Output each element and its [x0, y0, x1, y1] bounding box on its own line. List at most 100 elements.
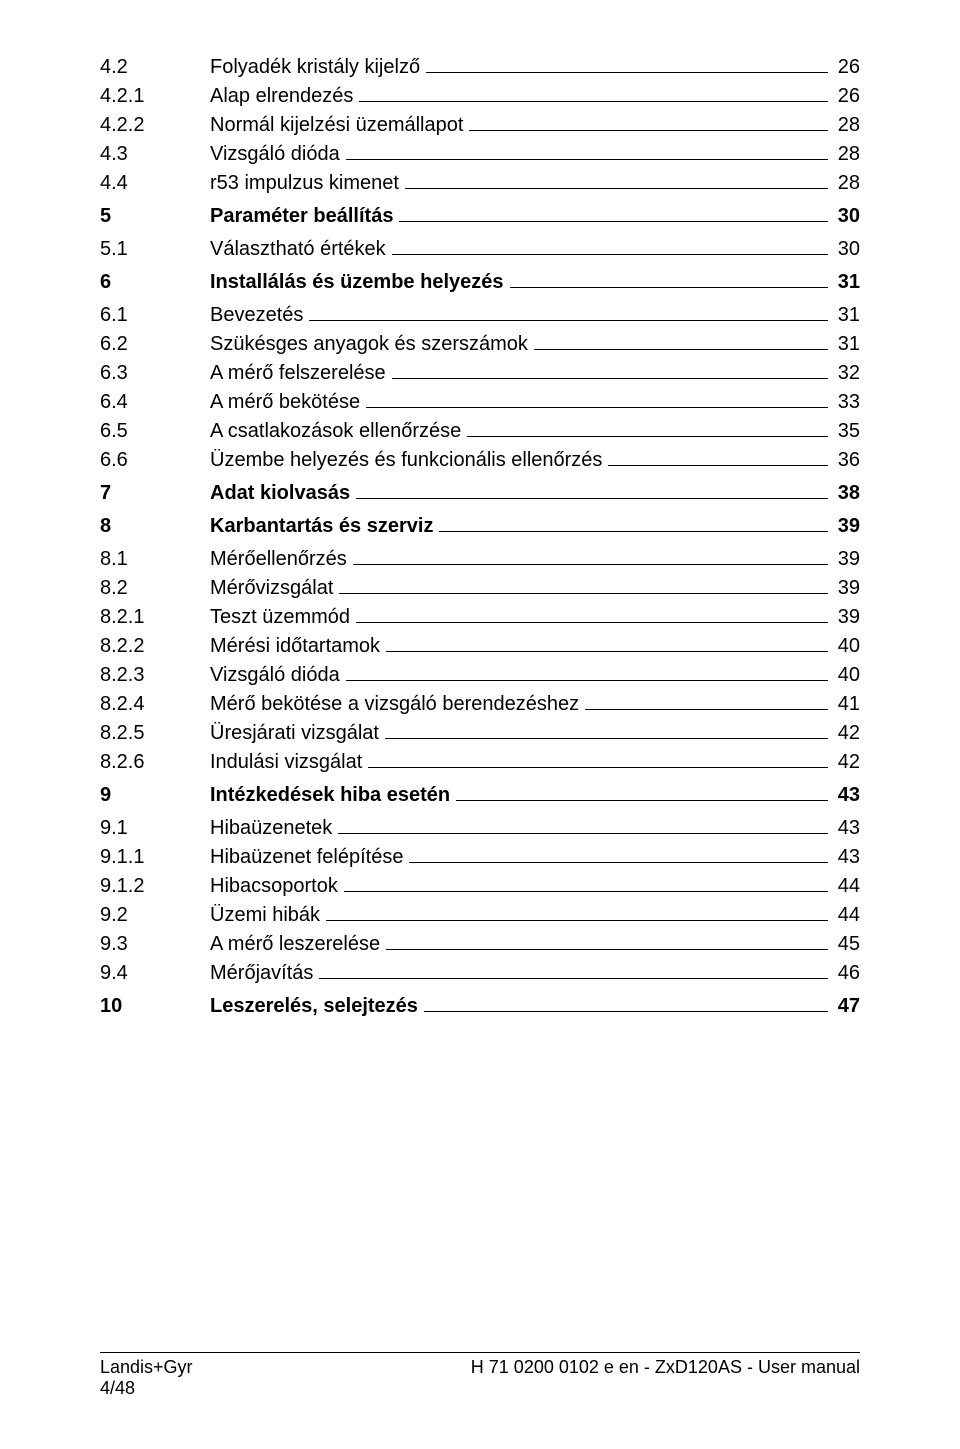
toc-leader-line	[585, 709, 828, 710]
footer-company: Landis+Gyr	[100, 1357, 193, 1378]
toc-number: 8.2.1	[100, 606, 210, 629]
toc-number: 6.5	[100, 420, 210, 443]
toc-row: 5Paraméter beállítás30	[100, 205, 860, 228]
toc-row: 6.2Szükésges anyagok és szerszámok31	[100, 333, 860, 356]
toc-title: Üresjárati vizsgálat	[210, 722, 379, 745]
toc-title: r53 impulzus kimenet	[210, 172, 399, 195]
toc-title-wrap: Üzembe helyezés és funkcionális ellenőrz…	[210, 449, 832, 472]
toc-page: 32	[832, 362, 860, 385]
table-of-contents: 4.2Folyadék kristály kijelző26 4.2.1Alap …	[0, 0, 960, 1018]
toc-title: Mérőellenőrzés	[210, 548, 347, 571]
toc-title: Mérő bekötése a vizsgáló berendezéshez	[210, 693, 579, 716]
toc-title-wrap: Vizsgáló dióda	[210, 664, 832, 687]
toc-leader-line	[356, 498, 828, 499]
toc-title: Hibacsoportok	[210, 875, 338, 898]
toc-number: 9.1.1	[100, 846, 210, 869]
toc-title-wrap: Leszerelés, selejtezés	[210, 995, 832, 1018]
toc-number: 10	[100, 995, 210, 1018]
toc-row: 9.1.2Hibacsoportok44	[100, 875, 860, 898]
toc-page: 39	[832, 515, 860, 538]
toc-leader-line	[346, 680, 828, 681]
toc-page: 33	[832, 391, 860, 414]
toc-leader-line	[424, 1011, 828, 1012]
toc-row: 9Intézkedések hiba esetén43	[100, 784, 860, 807]
toc-leader-line	[608, 465, 827, 466]
toc-leader-line	[344, 891, 828, 892]
toc-row: 8.2Mérővizsgálat39	[100, 577, 860, 600]
toc-number: 6	[100, 271, 210, 294]
toc-leader-line	[386, 651, 828, 652]
toc-row: 8.2.1Teszt üzemmód39	[100, 606, 860, 629]
toc-title: Teszt üzemmód	[210, 606, 350, 629]
toc-page: 46	[832, 962, 860, 985]
toc-number: 8.2.4	[100, 693, 210, 716]
toc-number: 8.2.6	[100, 751, 210, 774]
toc-number: 4.4	[100, 172, 210, 195]
toc-page: 39	[832, 548, 860, 571]
toc-leader-line	[467, 436, 828, 437]
toc-number: 8.2.2	[100, 635, 210, 658]
toc-number: 4.3	[100, 143, 210, 166]
toc-title: Vizsgáló dióda	[210, 664, 340, 687]
toc-title: Hibaüzenet felépítése	[210, 846, 403, 869]
toc-row: 7Adat kiolvasás38	[100, 482, 860, 505]
toc-page: 30	[832, 238, 860, 261]
toc-number: 8.2	[100, 577, 210, 600]
toc-row: 8.1Mérőellenőrzés39	[100, 548, 860, 571]
toc-page: 31	[832, 271, 860, 294]
toc-row: 9.4Mérőjavítás46	[100, 962, 860, 985]
toc-title: Karbantartás és szerviz	[210, 515, 433, 538]
toc-leader-line	[469, 130, 827, 131]
toc-page: 26	[832, 85, 860, 108]
toc-row: 4.2Folyadék kristály kijelző26	[100, 56, 860, 79]
toc-title-wrap: Normál kijelzési üzemállapot	[210, 114, 832, 137]
toc-number: 4.2.2	[100, 114, 210, 137]
toc-number: 9.3	[100, 933, 210, 956]
toc-title: Választható értékek	[210, 238, 386, 261]
toc-leader-line	[510, 287, 828, 288]
toc-title-wrap: Mérővizsgálat	[210, 577, 832, 600]
toc-title: Indulási vizsgálat	[210, 751, 362, 774]
toc-number: 4.2	[100, 56, 210, 79]
toc-title-wrap: Intézkedések hiba esetén	[210, 784, 832, 807]
toc-leader-line	[353, 564, 828, 565]
toc-title-wrap: Mérőjavítás	[210, 962, 832, 985]
toc-leader-line	[456, 800, 828, 801]
toc-leader-line	[346, 159, 828, 160]
toc-title-wrap: Indulási vizsgálat	[210, 751, 832, 774]
toc-number: 9.4	[100, 962, 210, 985]
toc-row: 6.6Üzembe helyezés és funkcionális ellen…	[100, 449, 860, 472]
toc-title: Mérési időtartamok	[210, 635, 380, 658]
toc-row: 9.2Üzemi hibák44	[100, 904, 860, 927]
toc-leader-line	[439, 531, 827, 532]
toc-title: Installálás és üzembe helyezés	[210, 271, 504, 294]
toc-leader-line	[359, 101, 827, 102]
toc-page: 43	[832, 784, 860, 807]
toc-title-wrap: Installálás és üzembe helyezés	[210, 271, 832, 294]
toc-leader-line	[405, 188, 828, 189]
toc-page: 28	[832, 143, 860, 166]
toc-row: 8Karbantartás és szerviz 39	[100, 515, 860, 538]
toc-row: 4.2.1Alap elrendezés26	[100, 85, 860, 108]
toc-row: 8.2.6Indulási vizsgálat42	[100, 751, 860, 774]
toc-title-wrap: Paraméter beállítás	[210, 205, 832, 228]
toc-leader-line	[356, 622, 828, 623]
toc-title-wrap: A csatlakozások ellenőrzése	[210, 420, 832, 443]
toc-page: 40	[832, 635, 860, 658]
toc-title: Adat kiolvasás	[210, 482, 350, 505]
toc-title: Szükésges anyagok és szerszámok	[210, 333, 528, 356]
toc-leader-line	[366, 407, 828, 408]
toc-page: 47	[832, 995, 860, 1018]
toc-number: 9.1.2	[100, 875, 210, 898]
toc-leader-line	[385, 738, 828, 739]
toc-row: 6.4A mérő bekötése33	[100, 391, 860, 414]
toc-page: 42	[832, 722, 860, 745]
page-footer: Landis+Gyr 4/48 H 71 0200 0102 e en - Zx…	[100, 1352, 860, 1399]
toc-title: A mérő felszerelése	[210, 362, 386, 385]
footer-right: H 71 0200 0102 e en - ZxD120AS - User ma…	[471, 1357, 860, 1399]
toc-leader-line	[326, 920, 828, 921]
toc-row: 9.3A mérő leszerelése45	[100, 933, 860, 956]
toc-number: 8	[100, 515, 210, 538]
toc-row: 4.2.2Normál kijelzési üzemállapot28	[100, 114, 860, 137]
toc-row: 6Installálás és üzembe helyezés 31	[100, 271, 860, 294]
